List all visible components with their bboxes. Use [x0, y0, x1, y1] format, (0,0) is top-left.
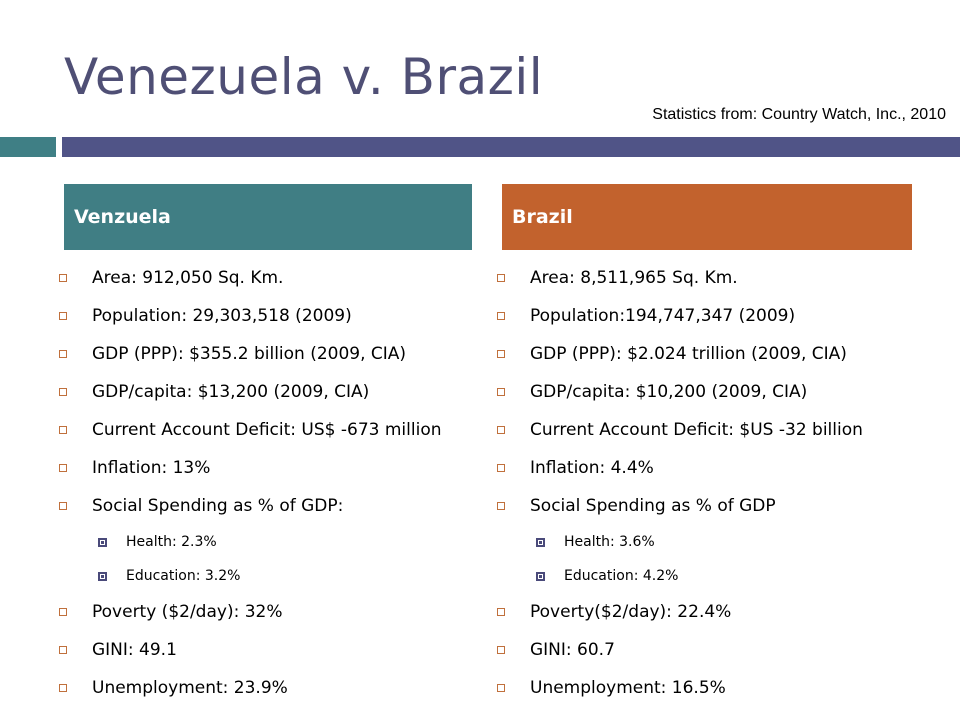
hollow-square-bullet-icon [59, 608, 67, 616]
sub-list-item: Education: 4.2% [502, 559, 952, 593]
list-item: Population:194,747,347 (2009) [497, 297, 952, 335]
sub-list-item: Health: 2.3% [64, 525, 484, 559]
list-item: Poverty ($2/day): 32% [59, 593, 484, 631]
list-item-text: Unemployment: 16.5% [530, 678, 726, 698]
list-item: GDP (PPP): $355.2 billion (2009, CIA) [59, 335, 484, 373]
list-item: Area: 912,050 Sq. Km. [59, 259, 484, 297]
list-item-text: GDP (PPP): $355.2 billion (2009, CIA) [92, 344, 407, 364]
square-bullet-icon [536, 572, 545, 581]
venezuela-stats-list: Area: 912,050 Sq. Km. Population: 29,303,… [59, 259, 484, 707]
accent-bar-left [0, 137, 56, 157]
list-item: Social Spending as % of GDP [497, 487, 952, 525]
list-item-text: Area: 8,511,965 Sq. Km. [530, 268, 738, 288]
list-item-text: GINI: 60.7 [530, 640, 615, 660]
list-item: Current Account Deficit: US$ -673 millio… [59, 411, 484, 449]
brazil-column: Brazil Area: 8,511,965 Sq. Km. Population… [497, 184, 952, 707]
list-item: Poverty($2/day): 22.4% [497, 593, 952, 631]
brazil-header-label: Brazil [512, 206, 573, 228]
list-item: GINI: 60.7 [497, 631, 952, 669]
hollow-square-bullet-icon [497, 312, 505, 320]
list-item: Area: 8,511,965 Sq. Km. [497, 259, 952, 297]
list-item: GDP (PPP): $2.024 trillion (2009, CIA) [497, 335, 952, 373]
list-item-text: Inflation: 4.4% [530, 458, 654, 478]
list-item: Inflation: 13% [59, 449, 484, 487]
list-item-text: GDP/capita: $13,200 (2009, CIA) [92, 382, 370, 402]
square-bullet-icon [536, 538, 545, 547]
list-item-text: Education: 3.2% [126, 568, 241, 584]
list-item-text: Area: 912,050 Sq. Km. [92, 268, 284, 288]
source-note: Statistics from: Country Watch, Inc., 20… [652, 106, 946, 123]
hollow-square-bullet-icon [59, 502, 67, 510]
hollow-square-bullet-icon [497, 388, 505, 396]
venezuela-header: Venzuela [64, 184, 472, 250]
hollow-square-bullet-icon [497, 646, 505, 654]
list-item: Current Account Deficit: $US -32 billion [497, 411, 952, 449]
list-item-text: Current Account Deficit: $US -32 billion [530, 420, 863, 440]
list-item-text: Social Spending as % of GDP: [92, 496, 344, 516]
list-item-text: GDP/capita: $10,200 (2009, CIA) [530, 382, 808, 402]
list-item: Social Spending as % of GDP: [59, 487, 484, 525]
list-item-text: GINI: 49.1 [92, 640, 177, 660]
list-item-text: Current Account Deficit: US$ -673 millio… [92, 420, 442, 440]
hollow-square-bullet-icon [59, 464, 67, 472]
hollow-square-bullet-icon [497, 684, 505, 692]
list-item-text: GDP (PPP): $2.024 trillion (2009, CIA) [530, 344, 847, 364]
hollow-square-bullet-icon [497, 502, 505, 510]
hollow-square-bullet-icon [59, 684, 67, 692]
list-item: GDP/capita: $10,200 (2009, CIA) [497, 373, 952, 411]
hollow-square-bullet-icon [59, 388, 67, 396]
list-item-text: Health: 2.3% [126, 534, 217, 550]
list-item-text: Poverty($2/day): 22.4% [530, 602, 732, 622]
venezuela-column: Venzuela Area: 912,050 Sq. Km. Population… [59, 184, 484, 707]
hollow-square-bullet-icon [59, 426, 67, 434]
list-item: Unemployment: 23.9% [59, 669, 484, 707]
venezuela-header-label: Venzuela [74, 206, 171, 228]
brazil-header: Brazil [502, 184, 912, 250]
list-item-text: Education: 4.2% [564, 568, 679, 584]
sub-list-item: Health: 3.6% [502, 525, 952, 559]
accent-bar-right [62, 137, 960, 157]
list-item-text: Inflation: 13% [92, 458, 211, 478]
hollow-square-bullet-icon [497, 608, 505, 616]
list-item: GDP/capita: $13,200 (2009, CIA) [59, 373, 484, 411]
list-item-text: Health: 3.6% [564, 534, 655, 550]
list-item: GINI: 49.1 [59, 631, 484, 669]
brazil-stats-list: Area: 8,511,965 Sq. Km. Population:194,74… [497, 259, 952, 707]
hollow-square-bullet-icon [59, 646, 67, 654]
list-item: Unemployment: 16.5% [497, 669, 952, 707]
list-item-text: Population:194,747,347 (2009) [530, 306, 796, 326]
list-item-text: Unemployment: 23.9% [92, 678, 288, 698]
list-item-text: Population: 29,303,518 (2009) [92, 306, 352, 326]
hollow-square-bullet-icon [497, 464, 505, 472]
square-bullet-icon [98, 572, 107, 581]
slide-title: Venezuela v. Brazil [64, 48, 544, 106]
hollow-square-bullet-icon [59, 312, 67, 320]
square-bullet-icon [98, 538, 107, 547]
hollow-square-bullet-icon [497, 350, 505, 358]
hollow-square-bullet-icon [59, 350, 67, 358]
list-item: Population: 29,303,518 (2009) [59, 297, 484, 335]
hollow-square-bullet-icon [497, 426, 505, 434]
hollow-square-bullet-icon [59, 274, 67, 282]
list-item: Inflation: 4.4% [497, 449, 952, 487]
list-item-text: Poverty ($2/day): 32% [92, 602, 283, 622]
sub-list-item: Education: 3.2% [64, 559, 484, 593]
hollow-square-bullet-icon [497, 274, 505, 282]
list-item-text: Social Spending as % of GDP [530, 496, 776, 516]
